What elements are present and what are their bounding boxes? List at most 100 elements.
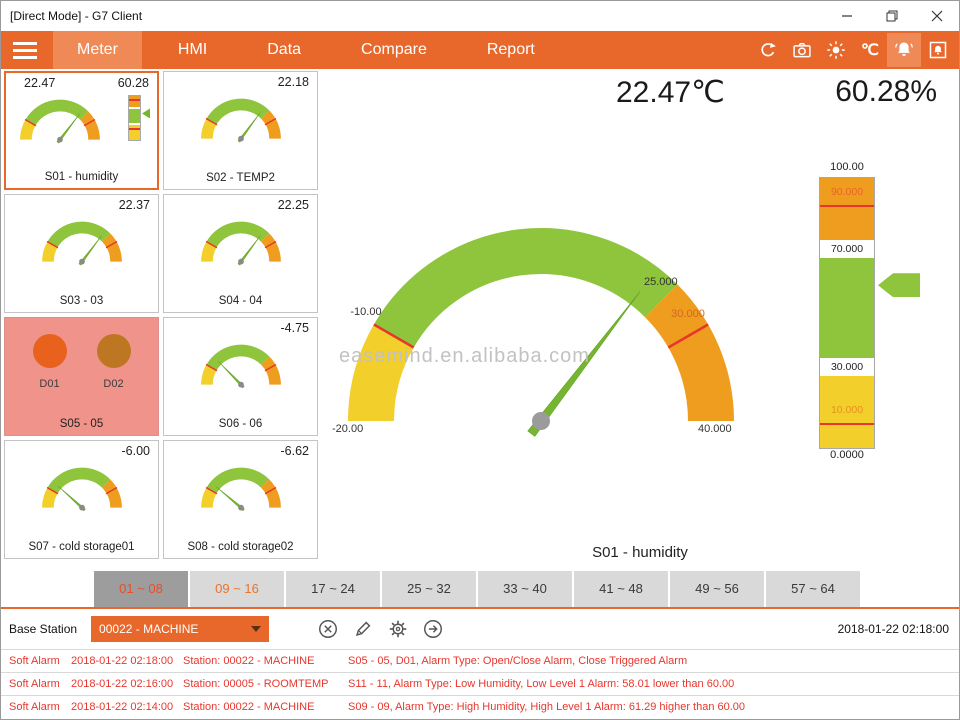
snapshot-button[interactable] bbox=[785, 33, 819, 67]
alarm-row[interactable]: Soft Alarm 2018-01-22 02:16:00 Station: … bbox=[1, 672, 959, 695]
range-tab-49-56[interactable]: 49 ~ 56 bbox=[670, 571, 764, 607]
bar-label-10: 10.000 bbox=[830, 404, 864, 416]
tile-gauge bbox=[41, 221, 122, 266]
edit-button[interactable] bbox=[352, 618, 374, 640]
alarm-detail: S09 - 09, Alarm Type: High Humidity, Hig… bbox=[348, 701, 746, 713]
gauge-needle bbox=[215, 486, 245, 512]
bar-label-70: 70.000 bbox=[820, 240, 874, 258]
sensor-tile-s08[interactable]: -6.62 S08 - cold storage02 bbox=[163, 440, 318, 559]
station-actions bbox=[317, 618, 444, 640]
main-gauge: -10.00 25.000 30.000 -20.00 40.000 bbox=[332, 228, 734, 437]
alarm-time: 2018-01-22 02:18:00 bbox=[71, 655, 174, 667]
range-tab-01-08[interactable]: 01 ~ 08 bbox=[94, 571, 188, 607]
channel-off-indicator bbox=[96, 334, 131, 368]
tile-value: -6.00 bbox=[121, 444, 151, 458]
tile-humidity-bar bbox=[128, 95, 150, 141]
station-select-value: 00022 - MACHINE bbox=[99, 622, 199, 636]
celsius-toggle[interactable]: ℃ bbox=[861, 42, 879, 59]
camera-icon bbox=[793, 43, 811, 58]
tile-temp-value: 22.47 bbox=[24, 76, 56, 90]
bar-label-bottom: 0.0000 bbox=[830, 449, 864, 461]
tab-hmi[interactable]: HMI bbox=[177, 41, 208, 58]
sensor-tile-s05[interactable]: D01 D02 S05 - 05 bbox=[4, 317, 159, 436]
range-tab-33-40[interactable]: 33 ~ 40 bbox=[478, 571, 572, 607]
tile-humidity-value: 60.28 bbox=[117, 76, 149, 90]
alarm-mute-button[interactable] bbox=[887, 33, 921, 67]
bar-pointer bbox=[878, 273, 920, 298]
alarm-row[interactable]: Soft Alarm 2018-01-22 02:14:00 Station: … bbox=[1, 695, 959, 718]
station-select[interactable]: 00022 - MACHINE bbox=[91, 616, 270, 642]
tile-label: S02 - TEMP2 bbox=[206, 172, 275, 184]
digital-channel-d02: D02 bbox=[96, 334, 131, 390]
range-tab-41-48[interactable]: 41 ~ 48 bbox=[574, 571, 668, 607]
gauge-needle bbox=[217, 361, 245, 389]
alarm-time: 2018-01-22 02:14:00 bbox=[71, 701, 174, 713]
watermark: easemind.en.alibaba.com bbox=[339, 345, 590, 367]
sensor-tile-s04[interactable]: 22.25 S04 - 04 bbox=[163, 194, 318, 313]
nav-tabs: Meter HMI Data Compare Report bbox=[53, 31, 571, 69]
range-tab-57-64[interactable]: 57 ~ 64 bbox=[766, 571, 860, 607]
channel-label: D02 bbox=[103, 378, 124, 390]
sensor-tile-s03[interactable]: 22.37 S03 - 03 bbox=[4, 194, 159, 313]
navbar: Meter HMI Data Compare Report ℃ bbox=[1, 31, 959, 69]
tab-compare[interactable]: Compare bbox=[361, 41, 427, 58]
range-tab-17-24[interactable]: 17 ~ 24 bbox=[286, 571, 380, 607]
cancel-icon bbox=[319, 620, 338, 638]
humidity-reading: 60.28% bbox=[835, 75, 937, 108]
alarm-panel-icon bbox=[929, 41, 947, 59]
alarm-type: Soft Alarm bbox=[9, 655, 60, 667]
tile-label: S04 - 04 bbox=[218, 295, 263, 307]
brightness-button[interactable] bbox=[819, 33, 853, 67]
tab-meter[interactable]: Meter bbox=[53, 31, 142, 69]
tile-value: -4.75 bbox=[280, 321, 310, 335]
tile-label: S05 - 05 bbox=[59, 418, 104, 430]
gauge-needle bbox=[57, 485, 86, 512]
tile-label: S08 - cold storage02 bbox=[187, 541, 294, 553]
range-tab-25-32[interactable]: 25 ~ 32 bbox=[382, 571, 476, 607]
bar-label-top: 100.00 bbox=[830, 161, 864, 173]
close-button[interactable] bbox=[914, 1, 959, 31]
cancel-button[interactable] bbox=[317, 618, 339, 640]
sensor-label: S01 - humidity bbox=[592, 544, 688, 561]
restore-icon bbox=[886, 10, 897, 22]
sensor-tile-s02[interactable]: 22.18 S02 - TEMP2 bbox=[163, 71, 318, 190]
meter-grid: 22.47 60.28 bbox=[1, 69, 321, 569]
sync-button[interactable] bbox=[751, 33, 785, 67]
channel-on-indicator bbox=[32, 334, 67, 368]
alarm-time: 2018-01-22 02:16:00 bbox=[71, 678, 174, 690]
minimize-button[interactable] bbox=[824, 1, 869, 31]
go-button[interactable] bbox=[422, 618, 444, 640]
alarm-list: Soft Alarm 2018-01-22 02:18:00 Station: … bbox=[1, 649, 959, 718]
tile-gauge bbox=[41, 467, 122, 512]
range-tab-09-16[interactable]: 09 ~ 16 bbox=[190, 571, 284, 607]
alarm-bell-icon bbox=[895, 42, 913, 56]
settings-button[interactable] bbox=[387, 618, 409, 640]
titlebar: [Direct Mode] - G7 Client bbox=[1, 1, 959, 31]
alarm-detail: S11 - 11, Alarm Type: Low Humidity, Low … bbox=[348, 678, 735, 690]
nav-icon-group: ℃ bbox=[751, 31, 959, 69]
arrow-right-circle-icon bbox=[424, 620, 443, 638]
tile-gauge bbox=[200, 344, 281, 389]
sensor-tile-s06[interactable]: -4.75 S06 - 06 bbox=[163, 317, 318, 436]
bar-pointer bbox=[142, 108, 150, 119]
gear-icon bbox=[389, 620, 407, 638]
meter-display: 22.47℃ 60.28% easemind.en.alibaba.com -1… bbox=[321, 69, 959, 569]
humidity-bar-gauge: 100.00 70.000 30.000 90.000 10.000 0.000… bbox=[819, 161, 920, 465]
sensor-tile-s07[interactable]: -6.00 S07 - cold storage01 bbox=[4, 440, 159, 559]
tile-value: -6.62 bbox=[280, 444, 310, 458]
bar-label-30: 30.000 bbox=[820, 358, 874, 376]
alarm-row[interactable]: Soft Alarm 2018-01-22 02:18:00 Station: … bbox=[1, 649, 959, 672]
tile-label: S07 - cold storage01 bbox=[28, 541, 135, 553]
tab-data[interactable]: Data bbox=[267, 41, 302, 58]
tab-report[interactable]: Report bbox=[486, 41, 535, 58]
menu-button[interactable] bbox=[1, 31, 53, 69]
range-tabs: 01 ~ 08 09 ~ 16 17 ~ 24 25 ~ 32 33 ~ 40 … bbox=[1, 569, 959, 609]
alarm-station: Station: 00022 - MACHINE bbox=[183, 655, 315, 667]
alarm-log-button[interactable] bbox=[921, 33, 955, 67]
tile-value: 22.18 bbox=[277, 75, 309, 89]
window-controls bbox=[824, 1, 959, 31]
maximize-button[interactable] bbox=[869, 1, 914, 31]
sensor-tile-s01[interactable]: 22.47 60.28 bbox=[4, 71, 159, 190]
digital-channel-d01: D01 bbox=[32, 334, 67, 390]
